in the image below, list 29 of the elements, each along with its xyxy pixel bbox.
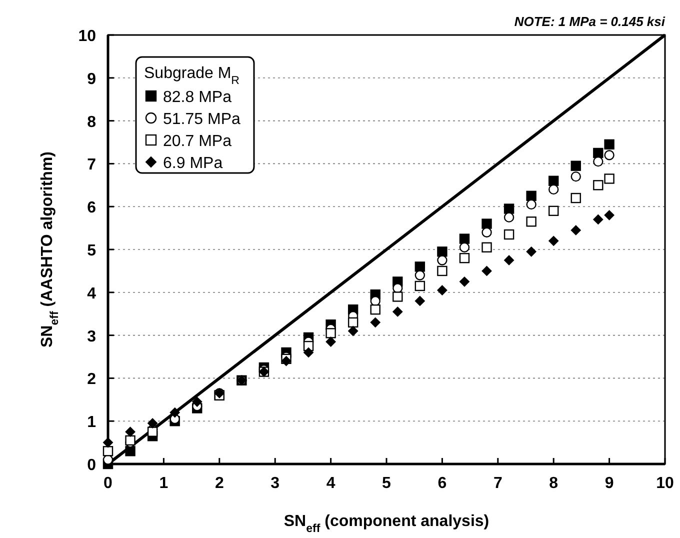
y-tick-label: 4 (87, 285, 96, 302)
x-tick-label: 9 (604, 475, 614, 492)
y-tick-label: 3 (87, 328, 96, 346)
y-tick-label: 9 (87, 70, 96, 88)
x-tick-label: 2 (214, 475, 224, 492)
y-tick-label: 5 (87, 242, 96, 260)
legend-title: Subgrade M$_{R}$ (144, 65, 240, 87)
legend-label: 20.7 MPa (163, 133, 232, 150)
y-tick-label: 6 (87, 200, 96, 217)
legend-label: 51.75 MPa (163, 111, 240, 128)
text: NOTE: 1 MPa = 0.145 ksi (514, 14, 666, 29)
y-tick-label: 1 (87, 414, 96, 432)
x-tick-label: 0 (104, 475, 113, 492)
x-tick-label: 3 (270, 475, 280, 492)
x-tick-label: 6 (438, 475, 447, 492)
x-tick-label: 7 (493, 475, 502, 492)
y-tick-label: 8 (87, 114, 96, 131)
y-tick-label: 7 (87, 156, 96, 174)
legend-label: 6.9 MPa (163, 155, 223, 172)
x-tick-label: 10 (656, 475, 674, 492)
x-tick-label: 5 (382, 475, 392, 492)
x-tick-label: 1 (159, 475, 168, 492)
y-tick-label: 10 (78, 28, 96, 45)
y-tick-label: 2 (87, 371, 96, 388)
x-tick-label: 8 (549, 475, 558, 492)
x-tick-label: 4 (326, 475, 336, 492)
x-axis-title: SN$_{eff}$ (component analysis) (284, 513, 490, 535)
legend-label: 82.8 MPa (163, 89, 232, 106)
y-tick-label: 0 (87, 457, 96, 474)
